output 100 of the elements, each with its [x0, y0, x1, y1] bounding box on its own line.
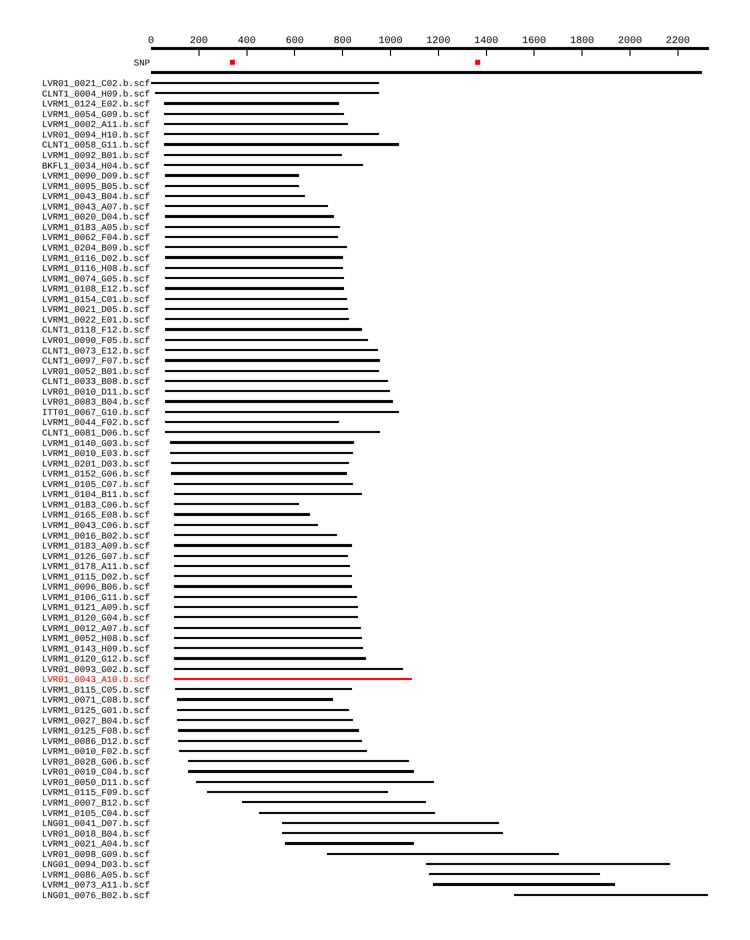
bar: [151, 82, 379, 84]
bar: [151, 71, 702, 74]
y-tick-label: CLNT1_0004_H09.b.scf: [42, 89, 150, 100]
bar: [514, 894, 708, 896]
y-tick-label: LVRM1_0007_B12.b.scf: [42, 798, 150, 809]
y-tick-label: SNP: [134, 58, 150, 68]
y-tick-label: LVRM1_0143_H09.b.scf: [42, 644, 150, 654]
y-tick-label: LVRM1_0152_G06.b.scf: [42, 470, 150, 480]
x-tick-label: 1200: [426, 36, 450, 47]
bar: [327, 853, 559, 855]
y-tick-label: LVRM1_0108_E12.b.scf: [42, 284, 150, 295]
y-tick-label: LVRM1_0022_E01.b.scf: [42, 315, 150, 326]
y-tick-label: LVRM1_0074_G05.b.scf: [42, 274, 150, 284]
bar: [177, 709, 349, 711]
bar: [164, 123, 348, 125]
bar: [165, 277, 344, 279]
y-tick-label: LVR01_0098_G09.b.scf: [42, 850, 150, 860]
y-tick-label: LVRM1_0125_F08.b.scf: [42, 726, 150, 737]
y-tick-label: LVRM1_0183_A05.b.scf: [42, 222, 150, 233]
y-tick-label: LVR01_0052_B01.b.scf: [42, 366, 150, 377]
y-tick-label: LVRM1_0115_C05.b.scf: [42, 685, 150, 696]
bar: [165, 400, 393, 403]
y-tick-label: LVRM1_0052_H08.b.scf: [42, 634, 150, 644]
y-tick-label: LVR01_0028_G06.b.scf: [42, 757, 150, 768]
y-tick-label: LVR01_0093_G02.b.scf: [42, 664, 150, 675]
y-tick-label: LVRM1_0062_F04.b.scf: [42, 233, 150, 244]
bar: [174, 627, 361, 629]
bar: [165, 267, 343, 269]
y-tick-label: LVRM1_0106_G11.b.scf: [42, 592, 150, 603]
y-tick-label: LVRM1_0054_G09.b.scf: [42, 110, 150, 120]
y-tick-label: LNG01_0041_D07.b.scf: [42, 819, 150, 830]
y-tick-label: LVRM1_0010_E03.b.scf: [42, 449, 150, 460]
y-tick-label: LVRM1_0115_F09.b.scf: [42, 788, 150, 798]
y-tick-label: LVRM1_0183_A09.b.scf: [42, 542, 150, 552]
bar: [282, 822, 499, 824]
bar: [177, 698, 333, 701]
bar: [196, 781, 434, 783]
y-tick-label: CLNT1_0073_E12.b.scf: [42, 346, 150, 356]
bar: [164, 143, 399, 146]
bar: [174, 668, 403, 670]
bar: [177, 719, 353, 721]
bar: [174, 493, 362, 495]
y-tick-label: LVRM1_0165_E08.b.scf: [42, 510, 150, 521]
bar: [164, 164, 363, 166]
bar: [165, 411, 399, 413]
y-tick-label: LVRM1_0002_A11.b.scf: [42, 120, 150, 130]
bar: [174, 596, 357, 598]
y-tick-label: LVRM1_0204_B09.b.scf: [42, 243, 150, 254]
y-tick-label: LVRM1_0124_E02.b.scf: [42, 100, 150, 110]
y-tick-label: LVRM1_0178_A11.b.scf: [42, 562, 150, 572]
bar: [188, 760, 409, 762]
bar: [155, 92, 379, 94]
x-tick-label: 600: [286, 36, 304, 47]
bar: [175, 688, 352, 690]
bar: [174, 606, 358, 608]
bar: [207, 791, 388, 793]
y-tick-label: LVRM1_0021_D05.b.scf: [42, 305, 150, 316]
y-tick-label: LVR01_0021_C02.b.scf: [42, 79, 150, 90]
y-tick-label: LVRM1_0115_D02.b.scf: [42, 572, 150, 582]
bar: [171, 472, 347, 475]
y-tick-label: LVRM1_0073_A11.b.scf: [42, 880, 150, 891]
x-tick-label: 2000: [618, 36, 642, 47]
y-tick-label: LVRM1_0125_G01.b.scf: [42, 706, 150, 716]
y-tick-label: LVRM1_0140_G03.b.scf: [42, 438, 150, 449]
bar: [174, 585, 352, 588]
bar: [165, 339, 368, 341]
bar: [259, 812, 435, 814]
bar: [174, 503, 299, 505]
y-tick-label: LVRM1_0044_F02.b.scf: [42, 418, 150, 428]
bar: [164, 154, 342, 156]
bar: [179, 750, 367, 752]
bar: [242, 801, 426, 803]
bar: [165, 287, 344, 290]
y-tick-label: LVRM1_0096_B06.b.scf: [42, 582, 150, 593]
bar: [174, 534, 337, 536]
y-tick-label: LVR01_0083_B04.b.scf: [42, 398, 150, 408]
y-tick-label: LNG01_0094_D03.b.scf: [42, 860, 150, 870]
bar: [165, 421, 339, 423]
bar: [165, 431, 380, 433]
bar: [165, 390, 390, 392]
bar: [165, 359, 380, 362]
bar: [165, 226, 340, 228]
bar: [174, 637, 362, 639]
y-tick-label: LVRM1_0090_D09.b.scf: [42, 172, 150, 182]
bar: [165, 328, 362, 331]
y-tick-label: CLNT1_0097_F07.b.scf: [42, 356, 150, 367]
bar: [165, 246, 347, 248]
bar: [164, 113, 344, 115]
bar: [433, 883, 615, 886]
y-tick-label: LVRM1_0120_G04.b.scf: [42, 614, 150, 624]
bar: [165, 380, 388, 382]
bar: [165, 318, 349, 320]
y-tick-label: LVRM1_0116_H08.b.scf: [42, 264, 150, 274]
bar: [171, 462, 349, 464]
y-tick-label: LVRM1_0116_D02.b.scf: [42, 254, 150, 264]
y-tick-label: LVR01_0094_H10.b.scf: [42, 130, 150, 140]
bar: [174, 524, 318, 526]
y-tick-label: LVRM1_0016_B02.b.scf: [42, 531, 150, 542]
bar: [165, 370, 379, 372]
y-tick-label: LVRM1_0043_A07.b.scf: [42, 202, 150, 212]
